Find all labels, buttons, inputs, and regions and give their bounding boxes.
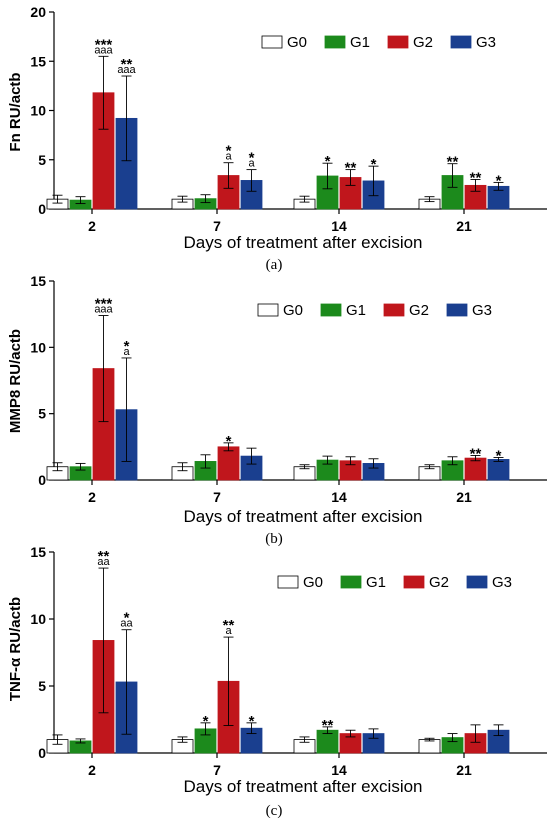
legend-swatch-g1 [340, 575, 362, 589]
significance-stars: * [249, 150, 255, 167]
legend-swatch-g2 [403, 575, 425, 589]
x-tick-label: 2 [88, 218, 96, 234]
significance-stars: * [496, 172, 502, 189]
significance-stars: ** [98, 548, 110, 565]
significance-stars: * [203, 713, 209, 730]
y-tick-label: 0 [38, 201, 46, 217]
y-tick-label: 10 [30, 339, 46, 355]
legend-label-g3: G3 [476, 34, 496, 51]
significance-letters: aaa [94, 44, 113, 56]
panel-b-xlabel: Days of treatment after excision [183, 507, 422, 526]
significance-letters: a [225, 151, 232, 163]
legend-swatch-g3 [446, 303, 468, 317]
legend-swatch-g1 [320, 303, 342, 317]
y-tick-label: 15 [30, 273, 46, 289]
x-tick-label: 21 [456, 218, 472, 234]
panel-c-xlabel: Days of treatment after excision [183, 777, 422, 796]
x-tick-label: 2 [88, 762, 96, 778]
panel-a-ylabel: Fn RU/actb [7, 72, 24, 151]
y-tick-label: 5 [38, 406, 46, 422]
legend-label-g1: G1 [350, 34, 370, 51]
x-tick-label: 2 [88, 489, 96, 505]
legend-label-g3: G3 [472, 302, 492, 319]
legend-label-g0: G0 [287, 34, 307, 51]
x-tick-label: 7 [213, 218, 221, 234]
x-tick-label: 14 [331, 489, 347, 505]
panel-a-caption: (a) [266, 257, 283, 273]
legend-label-g2: G2 [413, 34, 433, 51]
panel-b: MMP8 RU/actb Days of treatment after exc… [7, 273, 547, 547]
bar-g2 [217, 446, 240, 481]
x-tick-label: 14 [331, 218, 347, 234]
panel-a-xlabel: Days of treatment after excision [183, 233, 422, 252]
significance-stars: ** [223, 617, 235, 634]
legend-label-g0: G0 [303, 574, 323, 591]
significance-stars: ** [470, 169, 482, 186]
x-tick-label: 21 [456, 489, 472, 505]
significance-stars: * [124, 610, 130, 627]
significance-stars: * [325, 153, 331, 170]
significance-stars: *** [95, 295, 113, 312]
significance-stars: * [371, 156, 377, 173]
legend-swatch-g3 [466, 575, 488, 589]
legend-label-g1: G1 [366, 574, 386, 591]
significance-stars: * [226, 143, 232, 160]
significance-letters: aa [120, 618, 133, 630]
x-tick-label: 7 [213, 489, 221, 505]
significance-letters: a [123, 346, 130, 358]
x-tick-label: 21 [456, 762, 472, 778]
significance-letters: aaa [94, 303, 113, 315]
legend-label-g2: G2 [409, 302, 429, 319]
significance-stars: *** [95, 36, 113, 53]
y-tick-label: 15 [30, 53, 46, 69]
panel-a: Fn RU/actb Days of treatment after excis… [7, 4, 547, 273]
legend-swatch-g2 [383, 303, 405, 317]
significance-stars: ** [470, 445, 482, 462]
legend-swatch-g1 [324, 35, 346, 49]
legend-label-g2: G2 [429, 574, 449, 591]
significance-letters: aaa [117, 64, 136, 76]
panel-b-caption: (b) [265, 531, 283, 547]
legend-label-g3: G3 [492, 574, 512, 591]
x-tick-label: 14 [331, 762, 347, 778]
panel-c-caption: (c) [266, 803, 283, 819]
y-tick-label: 5 [38, 152, 46, 168]
x-tick-label: 7 [213, 762, 221, 778]
y-tick-label: 10 [30, 611, 46, 627]
significance-stars: ** [345, 160, 357, 177]
significance-stars: * [226, 433, 232, 450]
y-tick-label: 0 [38, 745, 46, 761]
y-tick-label: 0 [38, 472, 46, 488]
significance-stars: ** [322, 717, 334, 734]
significance-stars: ** [447, 154, 459, 171]
significance-letters: a [225, 625, 232, 637]
panel-b-ylabel: MMP8 RU/actb [7, 329, 24, 433]
y-tick-label: 10 [30, 103, 46, 119]
significance-stars: * [124, 338, 130, 355]
legend-label-g1: G1 [346, 302, 366, 319]
significance-stars: * [249, 713, 255, 730]
significance-stars: * [496, 447, 502, 464]
panel-c: TNF-α RU/actb Days of treatment after ex… [7, 544, 547, 819]
legend-swatch-g0 [261, 35, 283, 49]
legend-label-g0: G0 [283, 302, 303, 319]
panel-c-ylabel: TNF-α RU/actb [7, 597, 24, 701]
significance-letters: aa [97, 556, 110, 568]
y-tick-label: 20 [30, 4, 46, 20]
legend-swatch-g2 [387, 35, 409, 49]
legend-swatch-g0 [277, 575, 299, 589]
bar-g0 [418, 739, 441, 754]
legend-swatch-g3 [450, 35, 472, 49]
significance-letters: a [248, 158, 255, 170]
y-tick-label: 15 [30, 544, 46, 560]
legend-swatch-g0 [257, 303, 279, 317]
significance-stars: ** [121, 56, 133, 73]
y-tick-label: 5 [38, 678, 46, 694]
